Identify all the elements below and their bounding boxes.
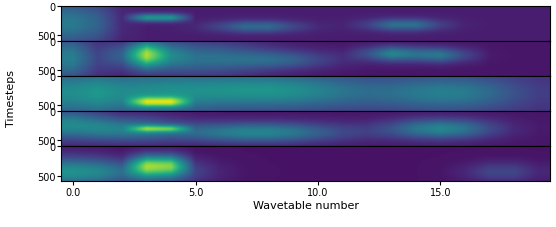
- X-axis label: Wavetable number: Wavetable number: [253, 200, 359, 210]
- Text: Timesteps: Timesteps: [6, 69, 16, 126]
